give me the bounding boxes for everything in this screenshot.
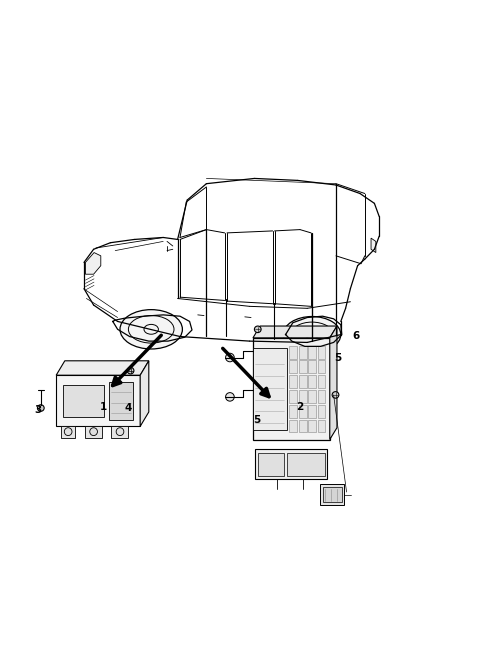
Ellipse shape — [127, 367, 134, 374]
Polygon shape — [320, 484, 344, 505]
Polygon shape — [287, 453, 325, 476]
Bar — [299, 360, 307, 373]
Bar — [289, 390, 297, 403]
Polygon shape — [140, 361, 149, 426]
Text: 2: 2 — [296, 401, 304, 412]
Polygon shape — [253, 326, 337, 338]
Ellipse shape — [332, 392, 339, 398]
Bar — [308, 360, 316, 373]
Polygon shape — [56, 361, 149, 375]
Text: 5: 5 — [334, 352, 341, 363]
Bar — [318, 360, 325, 373]
Bar — [299, 405, 307, 417]
Text: 3: 3 — [35, 405, 42, 415]
Ellipse shape — [116, 428, 124, 436]
Bar — [308, 375, 316, 388]
Bar — [289, 346, 297, 358]
Bar — [318, 375, 325, 388]
Bar — [299, 420, 307, 432]
Bar — [299, 346, 307, 358]
Ellipse shape — [283, 316, 341, 353]
Bar — [308, 346, 316, 358]
Bar — [289, 375, 297, 388]
Ellipse shape — [226, 353, 234, 362]
Text: 6: 6 — [352, 331, 360, 341]
Polygon shape — [111, 426, 128, 438]
Ellipse shape — [226, 392, 234, 401]
Polygon shape — [56, 375, 140, 426]
Polygon shape — [61, 426, 75, 438]
Polygon shape — [371, 238, 376, 253]
Bar — [299, 390, 307, 403]
Bar — [318, 390, 325, 403]
Polygon shape — [255, 449, 327, 479]
Polygon shape — [63, 385, 104, 417]
Bar — [289, 420, 297, 432]
Text: 1: 1 — [99, 401, 107, 412]
Bar — [289, 360, 297, 373]
Bar — [318, 420, 325, 432]
Bar — [318, 405, 325, 417]
Polygon shape — [253, 348, 287, 430]
Polygon shape — [323, 487, 342, 502]
Bar — [289, 405, 297, 417]
Polygon shape — [253, 338, 330, 440]
Ellipse shape — [64, 428, 72, 436]
Ellipse shape — [37, 405, 44, 411]
Ellipse shape — [90, 428, 97, 436]
Polygon shape — [85, 253, 101, 274]
Text: 5: 5 — [253, 415, 261, 425]
Bar — [308, 405, 316, 417]
Bar — [308, 390, 316, 403]
Ellipse shape — [254, 326, 261, 333]
Bar — [308, 420, 316, 432]
Bar — [318, 346, 325, 358]
Polygon shape — [85, 426, 102, 438]
Ellipse shape — [120, 310, 182, 349]
Bar — [299, 375, 307, 388]
Polygon shape — [109, 382, 133, 420]
Text: 4: 4 — [125, 403, 132, 413]
Polygon shape — [258, 453, 284, 476]
Polygon shape — [330, 326, 337, 440]
